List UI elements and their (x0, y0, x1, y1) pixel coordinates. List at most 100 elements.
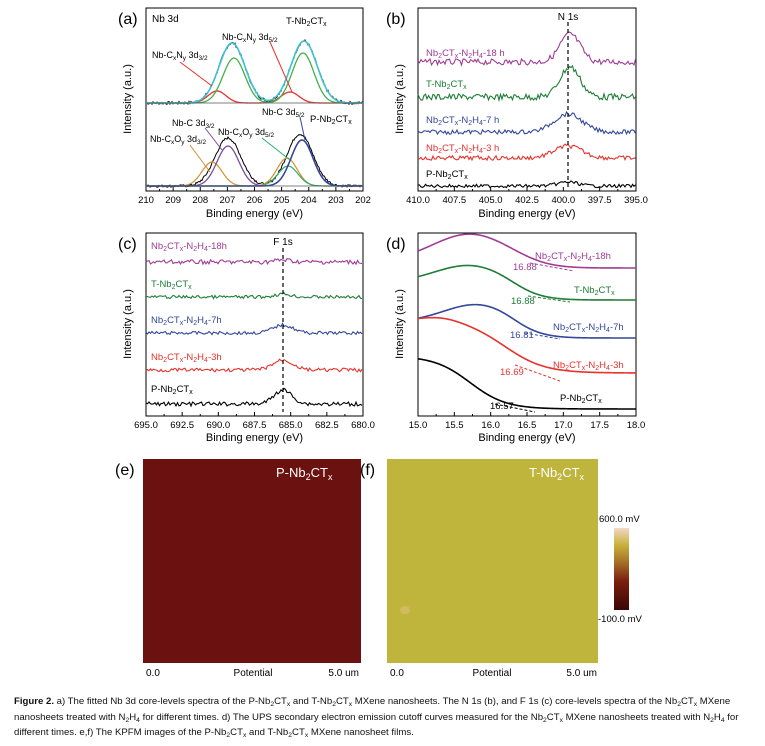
panel-d-xtick-labels: 15.0 15.5 16.0 16.5 17.0 17.5 18.0 (409, 420, 646, 431)
x-tick-label: 16.0 (481, 420, 500, 431)
panel-d-curve-3h (417, 316, 636, 374)
panel-b-curve-18h (417, 31, 637, 67)
panel-d-tangent (494, 403, 536, 413)
panel-c-series-label-18h: Nb2CTx-N2H4-18h (151, 241, 227, 253)
panel-a-label-co32: Nb-CxOy 3d3/2 (150, 134, 206, 146)
panel-f-axis-end: 5.0 um (566, 668, 597, 679)
panel-a-title: Nb 3d (152, 14, 179, 25)
panel-d-curve-p (417, 357, 636, 410)
x-tick-label: 405.0 (479, 195, 503, 206)
panel-a-pointer-cn52 (269, 41, 293, 93)
panel-c-series-label-p: P-Nb2CTx (151, 384, 193, 396)
panel-c-curve-p (145, 387, 363, 408)
panel-f-letter: (f) (360, 462, 375, 479)
panel-c-peak-label: F 1s (273, 237, 292, 248)
panel-a-pointer-co32 (189, 144, 211, 173)
x-tick-label: 395.0 (624, 195, 648, 206)
panel-d-series-label-18h: Nb2CTx-N2H4-18h (535, 251, 611, 263)
panel-c-curves (145, 258, 363, 408)
panel-a-label-c32: Nb-C 3d3/2 (172, 118, 215, 130)
panel-d-series-label-t: T-Nb2CTx (574, 285, 615, 297)
panel-f-label: T-Nb2CTx (529, 465, 585, 482)
x-tick-label: 687.5 (243, 420, 267, 431)
panel-d-curve-7h (417, 303, 636, 339)
panel-a-label-co52: Nb-CxOy 3d5/2 (218, 127, 274, 139)
panel-d-cutoff-3h: 16.69 (500, 367, 524, 378)
x-tick-label: 397.5 (588, 195, 612, 206)
panel-e-axis-end: 5.0 um (328, 668, 359, 679)
panel-e-axis-start: 0.0 (146, 668, 160, 679)
x-tick-label: 15.0 (409, 420, 428, 431)
panel-b-series-label-p: P-Nb2CTx (426, 169, 468, 181)
panel-a: (a) Nb 3d Binding energy (eV) Intensity … (118, 7, 371, 220)
panel-b-xlabel: Binding energy (eV) (478, 208, 575, 220)
panel-b-curve-p (417, 180, 636, 189)
panel-d-ticks (417, 412, 637, 416)
panel-d-tangent (527, 295, 571, 303)
panel-a-pointer-co52 (261, 137, 291, 161)
panel-a-label-psample: P-Nb2CTx (310, 114, 352, 126)
panel-d-series-label-7h: Nb2CTx-N2H4-7h (553, 322, 624, 334)
panel-c: F 1s (c) Binding energy (eV) Intensity (… (118, 232, 375, 444)
x-tick-label: 209 (165, 195, 181, 206)
x-tick-label: 695.0 (134, 420, 158, 431)
panel-e-kpfm-image (143, 459, 361, 663)
panel-d-cutoff-p: 16.57 (490, 401, 514, 412)
panel-c-series-label-t: T-Nb2CTx (151, 279, 192, 291)
panel-f-speck (400, 606, 410, 614)
x-tick-label: 205 (274, 195, 290, 206)
panel-e-label: P-Nb2CTx (276, 465, 333, 482)
x-tick-label: 690.0 (206, 420, 230, 431)
panel-a-pointer-c52 (299, 116, 306, 141)
panel-d-cutoff-18h: 16.88 (513, 262, 537, 273)
panel-b-curve-t (417, 64, 636, 103)
panel-d-curve-t (417, 264, 636, 301)
panel-d: (d) Binding energy (eV) Intensity (a.u.)… (386, 232, 646, 444)
panel-b-curve-3h (417, 143, 636, 162)
panel-b-xtick-labels: 410.0 407.5 405.0 402.5 400.0 397.5 395.0 (406, 195, 648, 206)
panel-a-frame (145, 7, 364, 192)
x-tick-label: 407.5 (442, 195, 466, 206)
panel-d-cutoff-t: 16.88 (511, 296, 535, 307)
x-tick-label: 207 (219, 195, 235, 206)
panel-b-series-label-7h: Nb2CTx-N2H4-7 h (426, 115, 499, 127)
colorbar-gradient (614, 528, 629, 610)
panel-a-lower-c32 (146, 139, 363, 187)
panel-b-peak-label: N 1s (558, 12, 579, 23)
caption-body: a) The fitted Nb 3d core-levels spectra … (14, 696, 739, 740)
panel-a-ylabel: Intensity (a.u.) (122, 64, 134, 134)
colorbar: 600.0 mV -100.0 mV (598, 514, 642, 625)
panel-d-letter: (d) (386, 236, 406, 253)
panel-c-letter: (c) (118, 236, 137, 253)
x-tick-label: 208 (192, 195, 208, 206)
panel-d-series-label-3h: Nb2CTx-N2H4-3h (553, 360, 624, 372)
panel-c-curve-7h (145, 322, 363, 336)
panel-c-curve-t (145, 291, 363, 300)
panel-a-letter: (a) (118, 11, 138, 28)
panel-a-label-cn52: Nb-CxNy 3d5/2 (222, 32, 278, 44)
panel-c-ylabel: Intensity (a.u.) (122, 289, 134, 359)
panel-d-series-label-p: P-Nb2CTx (560, 393, 602, 405)
panel-a-label-tsample: T-Nb2CTx (286, 16, 327, 28)
panel-f-kpfm-image (387, 459, 598, 663)
panel-c-series-label-7h: Nb2CTx-N2H4-7h (151, 315, 222, 327)
panel-a-curves (145, 39, 364, 189)
panel-a-xtick-labels: 210 209 208 207 206 205 204 203 202 (138, 195, 371, 206)
x-tick-label: 400.0 (551, 195, 575, 206)
panel-d-tangent (529, 262, 575, 272)
x-tick-label: 203 (328, 195, 344, 206)
panel-a-ticks (145, 187, 364, 191)
colorbar-min-label: -100.0 mV (598, 614, 642, 625)
panel-b-series-label-3h: Nb2CTx-N2H4-3 h (426, 143, 499, 155)
panel-c-curve-18h (145, 258, 363, 266)
x-tick-label: 16.5 (518, 420, 537, 431)
x-tick-label: 206 (247, 195, 263, 206)
panel-c-xlabel: Binding energy (eV) (206, 432, 303, 444)
x-tick-label: 17.5 (590, 420, 609, 431)
panel-d-xlabel: Binding energy (eV) (478, 432, 575, 444)
panel-d-tangent (514, 364, 561, 382)
x-tick-label: 210 (138, 195, 154, 206)
panel-f: (f) T-Nb2CTx 0.0 Potential 5.0 um (360, 459, 598, 679)
panel-b-ticks (417, 187, 637, 191)
